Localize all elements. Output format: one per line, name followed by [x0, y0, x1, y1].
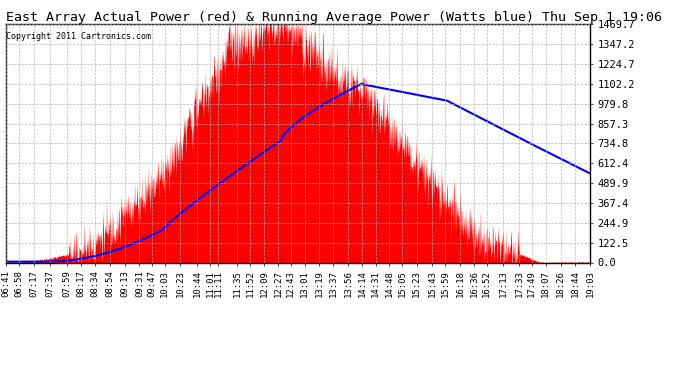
Text: East Array Actual Power (red) & Running Average Power (Watts blue) Thu Sep 1 19:: East Array Actual Power (red) & Running … — [6, 11, 662, 24]
Text: Copyright 2011 Cartronics.com: Copyright 2011 Cartronics.com — [6, 32, 151, 40]
